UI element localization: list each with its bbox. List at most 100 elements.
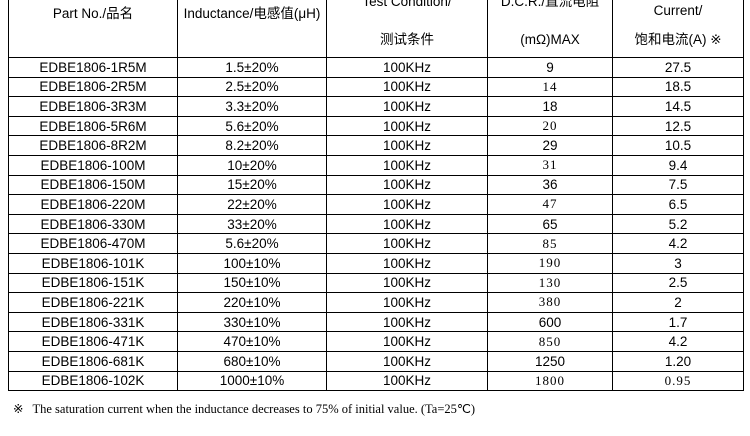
cell-dcr: 190 — [487, 252, 613, 274]
cell-inductance: 2.5±20% — [177, 76, 327, 98]
cell-part: EDBE1806-220M — [8, 194, 178, 215]
header-part-no: Part No./品名 — [8, 0, 178, 58]
table-row: EDBE1806-331K 330±10% 100KHz 600 1.7 — [8, 311, 744, 333]
cell-inductance: 100±10% — [177, 252, 327, 274]
cell-current: 1.20 — [612, 350, 744, 372]
cell-test-condition: 100KHz — [326, 272, 488, 294]
cell-inductance: 5.6±20% — [177, 115, 327, 137]
header-test-condition: Test Condition/ 测试条件 — [326, 0, 488, 58]
cell-inductance: 680±10% — [177, 350, 327, 372]
header-current: Current/ 饱和电流(A) ※ — [612, 0, 744, 58]
table-body: EDBE1806-1R5M 1.5±20% 100KHz 9 27.5 EDBE1806-… — [8, 57, 744, 392]
cell-current: 4.2 — [612, 233, 744, 254]
cell-dcr: 18 — [487, 96, 613, 117]
cell-inductance: 1.5±20% — [177, 57, 327, 78]
cell-inductance: 1000±10% — [177, 370, 327, 392]
cell-test-condition: 100KHz — [326, 252, 488, 274]
cell-current: 5.2 — [612, 213, 744, 235]
header-part-no-label: Part No./品名 — [52, 6, 134, 21]
cell-dcr: 47 — [487, 194, 613, 215]
saturation-footnote: ※ The saturation current when the inducta… — [13, 401, 475, 417]
cell-test-condition: 100KHz — [326, 57, 488, 78]
cell-part: EDBE1806-102K — [8, 370, 178, 392]
table-row: EDBE1806-1R5M 1.5±20% 100KHz 9 27.5 — [8, 57, 744, 78]
cell-inductance: 15±20% — [177, 174, 327, 196]
cell-inductance: 470±10% — [177, 331, 327, 352]
cell-part: EDBE1806-681K — [8, 350, 178, 372]
header-test-condition-line1: Test Condition/ — [362, 0, 452, 9]
cell-dcr: 1250 — [487, 350, 613, 372]
cell-current: 2.5 — [612, 272, 744, 294]
cell-test-condition: 100KHz — [326, 76, 488, 98]
header-current-line1: Current/ — [653, 3, 703, 18]
table-row: EDBE1806-100M 10±20% 100KHz 31 9.4 — [8, 154, 744, 176]
cell-dcr: 1800 — [487, 370, 613, 392]
table-header: Part No./品名 Inductance/电感值(μH) Test Cond… — [8, 0, 744, 58]
cell-current: 12.5 — [612, 115, 744, 137]
table-row: EDBE1806-471K 470±10% 100KHz 850 4.2 — [8, 331, 744, 352]
cell-dcr: 14 — [487, 76, 613, 98]
cell-current: 4.2 — [612, 331, 744, 352]
table-row: EDBE1806-470M 5.6±20% 100KHz 85 4.2 — [8, 233, 744, 254]
cell-dcr: 31 — [487, 154, 613, 176]
table-row: EDBE1806-151K 150±10% 100KHz 130 2.5 — [8, 272, 744, 294]
cell-part: EDBE1806-330M — [8, 213, 178, 235]
cell-part: EDBE1806-151K — [8, 272, 178, 294]
cell-test-condition: 100KHz — [326, 96, 488, 117]
cell-part: EDBE1806-150M — [8, 174, 178, 196]
footnote-text: The saturation current when the inductan… — [32, 402, 476, 416]
inductor-spec-table: Part No./品名 Inductance/电感值(μH) Test Cond… — [8, 0, 744, 392]
cell-current: 3 — [612, 252, 744, 274]
table-row: EDBE1806-2R5M 2.5±20% 100KHz 14 18.5 — [8, 76, 744, 98]
table-row: EDBE1806-3R3M 3.3±20% 100KHz 18 14.5 — [8, 96, 744, 117]
cell-dcr: 85 — [487, 233, 613, 254]
table-row: EDBE1806-221K 220±10% 100KHz 380 2 — [8, 292, 744, 313]
header-inductance-label: Inductance/电感值(μH) — [183, 6, 321, 21]
cell-test-condition: 100KHz — [326, 292, 488, 313]
cell-current: 18.5 — [612, 76, 744, 98]
cell-test-condition: 100KHz — [326, 115, 488, 137]
cell-test-condition: 100KHz — [326, 154, 488, 176]
cell-part: EDBE1806-470M — [8, 233, 178, 254]
table-row: EDBE1806-5R6M 5.6±20% 100KHz 20 12.5 — [8, 115, 744, 137]
cell-inductance: 22±20% — [177, 194, 327, 215]
cell-test-condition: 100KHz — [326, 311, 488, 333]
cell-test-condition: 100KHz — [326, 194, 488, 215]
cell-current: 7.5 — [612, 174, 744, 196]
cell-dcr: 29 — [487, 135, 613, 156]
cell-inductance: 5.6±20% — [177, 233, 327, 254]
cell-current: 14.5 — [612, 96, 744, 117]
cell-current: 9.4 — [612, 154, 744, 176]
cell-inductance: 220±10% — [177, 292, 327, 313]
table-row: EDBE1806-102K 1000±10% 100KHz 1800 0.95 — [8, 370, 744, 392]
table-row: EDBE1806-8R2M 8.2±20% 100KHz 29 10.5 — [8, 135, 744, 156]
table-row: EDBE1806-330M 33±20% 100KHz 65 5.2 — [8, 213, 744, 235]
cell-current: 6.5 — [612, 194, 744, 215]
cell-part: EDBE1806-101K — [8, 252, 178, 274]
cell-test-condition: 100KHz — [326, 213, 488, 235]
header-inductance: Inductance/电感值(μH) — [177, 0, 327, 58]
cell-part: EDBE1806-471K — [8, 331, 178, 352]
cell-inductance: 8.2±20% — [177, 135, 327, 156]
header-dcr-line1: D.C.R./直流电阻 — [500, 0, 600, 9]
footnote-marker: ※ — [13, 402, 24, 416]
header-dcr-line2: (mΩ)MAX — [520, 32, 580, 47]
cell-current: 0.95 — [612, 370, 744, 392]
cell-current: 27.5 — [612, 57, 744, 78]
cell-part: EDBE1806-3R3M — [8, 96, 178, 117]
cell-inductance: 33±20% — [177, 213, 327, 235]
cell-test-condition: 100KHz — [326, 135, 488, 156]
spec-table-wrap: Part No./品名 Inductance/电感值(μH) Test Cond… — [8, 0, 744, 392]
cell-current: 10.5 — [612, 135, 744, 156]
cell-dcr: 850 — [487, 331, 613, 352]
cell-inductance: 10±20% — [177, 154, 327, 176]
cell-part: EDBE1806-8R2M — [8, 135, 178, 156]
table-row: EDBE1806-150M 15±20% 100KHz 36 7.5 — [8, 174, 744, 196]
cell-test-condition: 100KHz — [326, 370, 488, 392]
cell-test-condition: 100KHz — [326, 331, 488, 352]
header-row: Part No./品名 Inductance/电感值(μH) Test Cond… — [8, 0, 744, 58]
cell-inductance: 3.3±20% — [177, 96, 327, 117]
cell-current: 2 — [612, 292, 744, 313]
header-current-line2: 饱和电流(A) ※ — [634, 32, 722, 47]
